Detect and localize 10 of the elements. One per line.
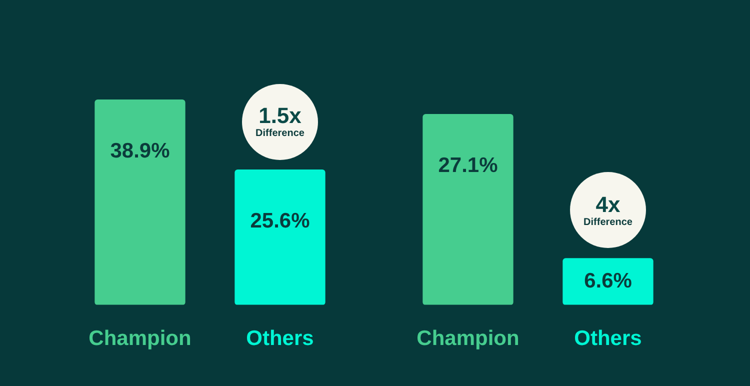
data-label: 27.1%	[438, 154, 498, 178]
data-label: 25.6%	[250, 210, 310, 233]
data-label: 38.9%	[110, 140, 170, 163]
data-label: 6.6%	[584, 269, 632, 292]
annotation: 1.5x Difference	[256, 103, 304, 140]
annotation: 4x Difference	[584, 192, 632, 228]
x-tick-label: Champion	[416, 327, 520, 350]
x-tick-label: Others	[246, 327, 314, 350]
x-tick-label: Others	[574, 327, 642, 350]
x-tick-label: Champion	[88, 327, 192, 350]
